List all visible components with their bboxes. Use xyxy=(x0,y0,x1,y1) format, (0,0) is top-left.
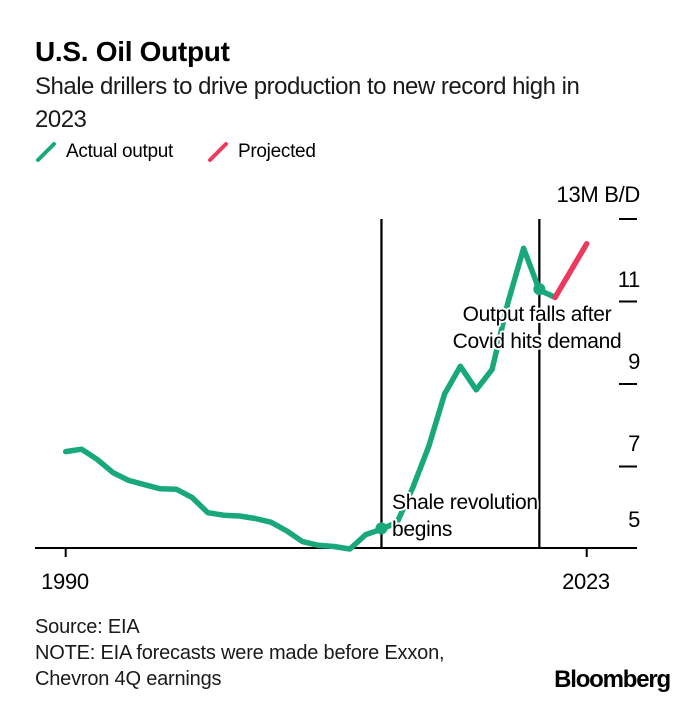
x-axis-label-2023: 2023 xyxy=(562,569,610,594)
red-slash-icon xyxy=(208,142,229,162)
bloomberg-logo: Bloomberg xyxy=(554,666,671,693)
y-axis-label-13: 13M B/D xyxy=(556,182,641,207)
chart-subtitle: Shale drillers to drive production to ne… xyxy=(35,70,580,136)
annotation-covid-line-2: Covid hits demand xyxy=(452,330,622,353)
series-projected xyxy=(552,241,590,301)
legend-item-projected: Projected xyxy=(207,141,316,163)
legend-item-actual-output: Actual output xyxy=(35,141,173,163)
annotation-shale-line-1: Shale revolution xyxy=(392,491,538,514)
legend-label-actual-output: Actual output xyxy=(66,141,174,162)
source-text: Source: EIA xyxy=(35,616,140,638)
y-axis-label-9: 9 xyxy=(628,349,640,374)
annotation-covid-line-1: Output falls after xyxy=(462,303,612,326)
series-actual-output xyxy=(62,245,558,552)
annotation-shale-revolution: Shale revolution begins xyxy=(392,489,538,543)
y-axis-label-5: 5 xyxy=(628,507,640,532)
y-axis-label-7: 7 xyxy=(628,431,640,456)
page-title: U.S. Oil Output xyxy=(35,36,230,67)
note-text-line-2: Chevron 4Q earnings xyxy=(35,668,222,690)
chart-subtitle-line-2: 2023 xyxy=(35,106,87,133)
annotation-covid-output-falls: Output falls after Covid hits demand xyxy=(453,301,622,355)
x-axis-label-1990: 1990 xyxy=(41,569,89,594)
legend-label-projected: Projected xyxy=(238,141,316,162)
note-text-line-1: NOTE: EIA forecasts were made before Exx… xyxy=(35,642,445,664)
annotation-shale-line-2: begins xyxy=(392,518,453,541)
chart-footer: Source: EIA NOTE: EIA forecasts were mad… xyxy=(35,614,445,692)
chart-subtitle-line-1: Shale drillers to drive production to ne… xyxy=(35,73,580,100)
green-slash-icon xyxy=(36,142,56,162)
marker-dot-2020 xyxy=(533,283,546,296)
marker-dot-2010 xyxy=(375,522,388,535)
chart-legend: Actual output Projected xyxy=(35,141,316,163)
y-axis-label-11: 11 xyxy=(617,267,641,292)
